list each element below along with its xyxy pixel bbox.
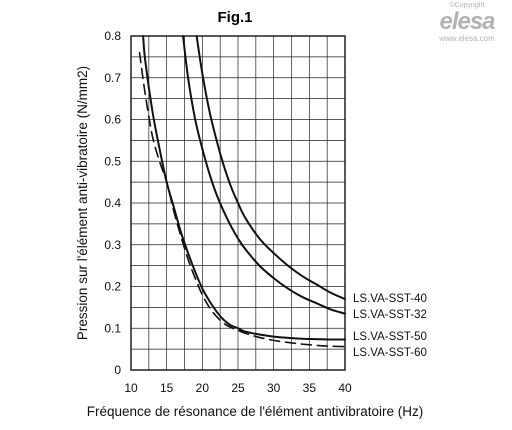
y-tick-label: 0.8 xyxy=(104,29,121,43)
series-line-3 xyxy=(142,35,346,341)
brand-url: www.elesa.com xyxy=(439,34,495,43)
series-line-4 xyxy=(138,51,346,348)
y-tick-label: 0.3 xyxy=(104,238,121,252)
y-axis-label: Pression sur l'élément anti-vibratoire (… xyxy=(75,66,90,340)
y-tick-label: 0.2 xyxy=(104,280,121,294)
elesa-logo: ©Copyright elesa www.elesa.com xyxy=(430,2,504,43)
x-axis-label: Fréquence de résonance de l'élément anti… xyxy=(87,404,424,419)
y-tick-label: 0.4 xyxy=(104,196,121,210)
y-tick-label: 0 xyxy=(114,363,121,377)
x-tick-label: 15 xyxy=(160,381,174,395)
chart-title: Fig.1 xyxy=(217,9,252,26)
series-label: LS.VA-SST-32 xyxy=(353,309,427,321)
tick-labels: 10 15 20 25 30 35 40 0 0.1 0.2 0.3 0.4 0.5 0.6 0.7 0.8 xyxy=(104,29,352,395)
series-labels: LS.VA-SST-40 LS.VA-SST-32 LS.VA-SST-50 LS.V… xyxy=(353,293,427,359)
x-tick-label: 40 xyxy=(338,381,352,395)
x-tick-label: 25 xyxy=(231,381,245,395)
series-label: LS.VA-SST-50 xyxy=(353,331,427,343)
y-tick-label: 0.1 xyxy=(104,321,121,335)
x-tick-label: 30 xyxy=(267,381,281,395)
x-tick-label: 10 xyxy=(124,381,138,395)
x-tick-label: 20 xyxy=(196,381,210,395)
copyright-text: ©Copyright xyxy=(449,2,485,9)
y-tick-label: 0.6 xyxy=(104,113,121,127)
x-tick-label: 35 xyxy=(303,381,317,395)
series-label: LS.VA-SST-40 xyxy=(353,293,427,305)
y-tick-label: 0.5 xyxy=(104,154,121,168)
brand-name: elesa xyxy=(439,8,495,35)
y-tick-label: 0.7 xyxy=(104,71,121,85)
series-line-1 xyxy=(195,35,346,301)
series-label: LS.VA-SST-60 xyxy=(353,347,427,359)
series-lines xyxy=(138,35,346,348)
series-line-2 xyxy=(182,35,346,315)
plot-frame xyxy=(130,35,346,371)
